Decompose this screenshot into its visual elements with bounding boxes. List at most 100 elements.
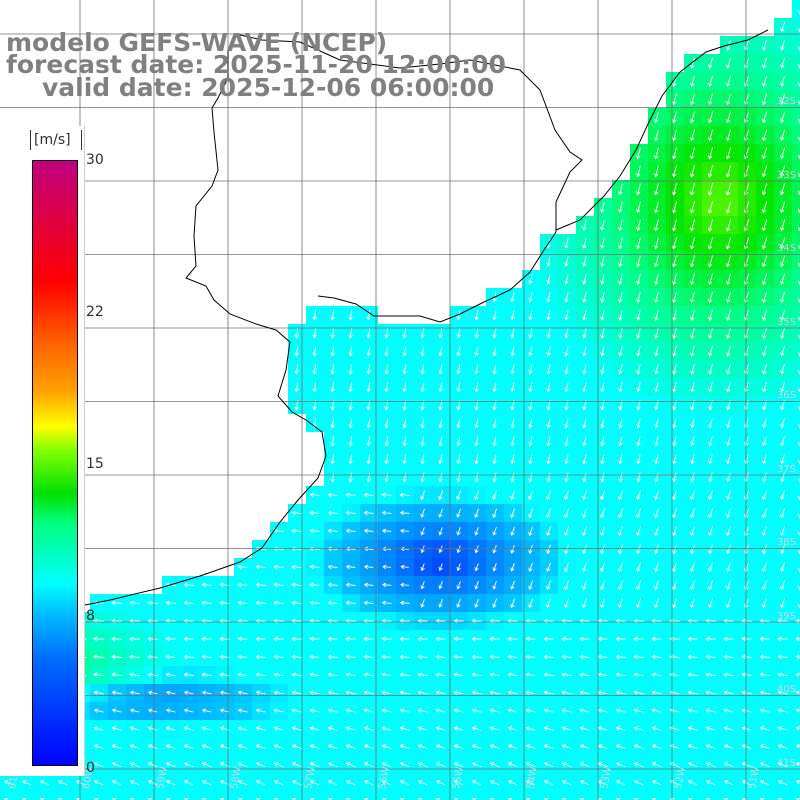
wind-arrow — [381, 654, 392, 660]
wind-arrow — [420, 364, 425, 375]
wind-cell — [126, 792, 144, 800]
wind-arrow — [489, 762, 500, 768]
wind-arrow — [381, 528, 392, 534]
wind-arrow — [546, 544, 551, 555]
wind-arrow — [654, 165, 659, 178]
wind-arrow — [366, 418, 371, 429]
wind-arrow — [690, 526, 696, 537]
wind-arrow — [546, 310, 551, 321]
wind-arrow — [471, 762, 482, 768]
wind-arrow — [780, 472, 785, 483]
wind-cell — [252, 792, 270, 800]
wind-arrow — [309, 600, 320, 606]
wind-arrow — [708, 327, 713, 339]
wind-arrow — [795, 672, 800, 677]
wind-arrow — [129, 762, 140, 768]
wind-cell — [792, 396, 800, 414]
wind-cell — [198, 792, 216, 800]
wind-arrow — [273, 654, 284, 660]
wind-arrow — [183, 708, 194, 713]
wind-arrow — [309, 762, 320, 768]
wind-arrow — [618, 490, 624, 501]
wind-arrow — [780, 75, 786, 87]
wind-arrow — [705, 780, 716, 786]
wind-arrow — [707, 165, 714, 178]
wind-arrow — [561, 744, 572, 749]
colorbar-tick-30: 30 — [86, 152, 104, 168]
wind-arrow — [762, 291, 768, 304]
wind-arrow — [309, 654, 320, 660]
wind-arrow — [741, 762, 752, 768]
wind-arrow — [363, 582, 374, 588]
wind-arrow — [528, 544, 533, 554]
wind-arrow — [438, 490, 444, 501]
wind-arrow — [273, 708, 284, 713]
wind-arrow — [147, 780, 158, 786]
wind-arrow — [726, 580, 732, 591]
wind-arrow — [582, 544, 588, 555]
wind-arrow — [363, 528, 374, 534]
wind-arrow — [384, 472, 389, 483]
wind-arrow — [761, 111, 768, 124]
wind-arrow — [492, 364, 497, 375]
title-forecast-date: forecast date: 2025-11-20 12:00:00 — [6, 50, 506, 79]
wind-arrow — [201, 690, 212, 695]
wind-arrow — [564, 346, 569, 357]
wind-arrow — [165, 762, 176, 768]
wind-arrow — [636, 201, 641, 214]
wind-arrow — [21, 780, 32, 786]
wind-cell — [18, 792, 36, 800]
wind-arrow — [402, 454, 407, 465]
wind-arrow — [780, 526, 786, 537]
wind-arrow — [654, 291, 659, 304]
wind-arrow — [546, 472, 551, 483]
wind-arrow — [312, 328, 317, 339]
wind-arrow — [111, 636, 123, 642]
wind-arrow — [183, 600, 194, 606]
wind-arrow — [636, 454, 641, 465]
wind-arrow — [795, 762, 800, 767]
wind-arrow — [654, 111, 659, 124]
wind-arrow — [582, 255, 587, 267]
wind-arrow — [237, 726, 248, 731]
wind-arrow — [725, 147, 732, 160]
wind-arrow — [327, 780, 338, 786]
wind-arrow — [723, 726, 734, 731]
wind-arrow — [726, 57, 731, 69]
wind-arrow — [762, 309, 768, 321]
wind-arrow — [636, 183, 641, 196]
wind-arrow — [474, 490, 480, 501]
wind-arrow — [654, 418, 659, 429]
wind-arrow — [546, 580, 552, 591]
wind-arrow — [564, 274, 569, 285]
wind-arrow — [402, 364, 407, 375]
wind-arrow — [690, 472, 695, 483]
wind-arrow — [399, 744, 410, 749]
wind-arrow — [582, 328, 587, 339]
wind-arrow — [546, 256, 551, 267]
wind-arrow — [615, 690, 626, 695]
wind-arrow — [636, 165, 641, 178]
wind-arrow — [707, 200, 714, 214]
wind-arrow — [348, 454, 353, 465]
wind-cell — [450, 792, 468, 800]
wind-arrow — [671, 147, 677, 160]
wind-arrow — [651, 780, 662, 786]
wind-arrow — [726, 291, 732, 304]
wind-arrow — [453, 744, 464, 749]
wind-arrow — [291, 510, 302, 516]
colorbar-tick-8: 8 — [86, 608, 95, 624]
wind-arrow — [382, 564, 392, 570]
wind-arrow — [489, 654, 500, 660]
wind-arrow — [327, 744, 338, 749]
wind-arrow — [779, 219, 786, 232]
wind-cell — [792, 522, 800, 540]
wind-arrow — [528, 346, 533, 357]
wind-arrow — [474, 418, 479, 429]
wind-arrow — [507, 762, 518, 768]
wind-arrow — [777, 636, 788, 642]
wind-arrow — [255, 744, 266, 749]
wind-arrow — [600, 598, 606, 609]
latitude-label: 40S — [776, 684, 796, 695]
